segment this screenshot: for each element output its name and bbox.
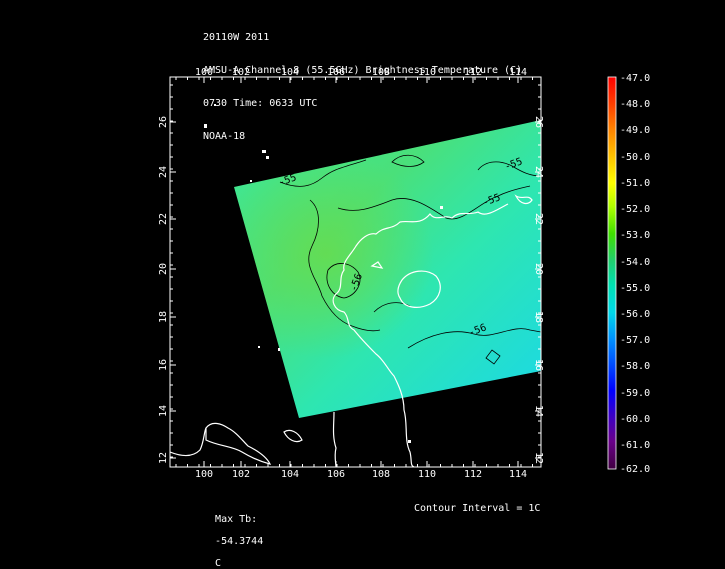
- max-tb-unit: C: [215, 558, 222, 569]
- lon-label-bottom-104: 104: [281, 469, 299, 480]
- colorbar-label-9: -56.0: [620, 309, 650, 320]
- coast-peninsula: [332, 411, 337, 467]
- colorbar-label-11: -58.0: [620, 361, 650, 372]
- lat-label-left-24: 24: [158, 166, 169, 178]
- lat-label-right-20: 20: [533, 263, 544, 275]
- coast-southwest: [205, 422, 272, 465]
- contour-56-box: [485, 349, 501, 365]
- lat-label-left-12: 12: [158, 452, 169, 464]
- contour-55-inner: [326, 263, 361, 299]
- lat-labels-left: 12 14 16 18 20 22 24 26: [158, 116, 169, 464]
- coast-gulf: [370, 261, 384, 269]
- lon-label-top-102: 102: [232, 67, 250, 78]
- colorbar-label-7: -54.0: [620, 257, 650, 268]
- colorbar-label-15: -62.0: [620, 464, 650, 475]
- contour-55-central: [308, 199, 381, 332]
- coast-mainland: [332, 203, 509, 467]
- lat-label-right-16: 16: [533, 359, 544, 371]
- contour-interval: Contour Interval = 1C: [414, 503, 541, 514]
- lat-label-right-12: 12: [533, 452, 544, 464]
- lat-label-right-14: 14: [533, 405, 544, 417]
- colorbar-label-1: -48.0: [620, 99, 650, 110]
- swath-layer: [170, 104, 541, 467]
- lon-label-bottom-100: 100: [195, 469, 213, 480]
- contour-55-ne: [477, 161, 541, 177]
- lon-label-bottom-106: 106: [327, 469, 345, 480]
- lon-label-top-110: 110: [418, 67, 436, 78]
- lat-label-left-22: 22: [158, 213, 169, 225]
- lon-label-bottom-110: 110: [418, 469, 436, 480]
- colorbar-label-3: -50.0: [620, 152, 650, 163]
- colorbar-label-5: -52.0: [620, 204, 650, 215]
- lat-label-right-22: 22: [533, 213, 544, 225]
- colorbar-label-0: -47.0: [620, 73, 650, 84]
- header-channel: AMSU-A Channel 8 (55.5GHz) Brightness Te…: [203, 65, 523, 76]
- colorbar-label-6: -53.0: [620, 230, 650, 241]
- coast-dots: [204, 104, 443, 443]
- colorbar-label-8: -55.0: [620, 283, 650, 294]
- lon-label-top-104: 104: [281, 67, 299, 78]
- lat-label-left-14: 14: [158, 405, 169, 417]
- lon-label-bottom-114: 114: [509, 469, 527, 480]
- contour-56-east: [407, 328, 541, 349]
- contour-55-west: [279, 159, 367, 187]
- contour-55-loop: [391, 154, 425, 167]
- coast-north-islands: [514, 194, 533, 205]
- lon-label-bottom-112: 112: [464, 469, 482, 480]
- lon-label-bottom-108: 108: [372, 469, 390, 480]
- lat-labels-right: 12 14 16 18 20 22 24 26: [533, 116, 544, 464]
- lat-label-left-26: 26: [158, 116, 169, 128]
- lat-label-left-16: 16: [158, 359, 169, 371]
- colorbar-label-12: -59.0: [620, 388, 650, 399]
- warm-region: [234, 120, 541, 418]
- hainan-island: [397, 270, 441, 308]
- max-tb-readout: Max Tb: -54.3744 C: [203, 503, 263, 569]
- contour-lines: [279, 154, 541, 365]
- lat-label-left-20: 20: [158, 263, 169, 275]
- lon-labels-bottom: 100 102 104 106 108 110 112 114: [195, 469, 527, 480]
- lon-label-top-100: 100: [195, 67, 213, 78]
- lon-label-top-106: 106: [327, 67, 345, 78]
- header-satellite: NOAA-18: [203, 131, 246, 142]
- chart-header: 20110W 2011 AMSU-A Channel 8 (55.5GHz) B…: [203, 10, 522, 153]
- lon-label-top-112: 112: [464, 67, 482, 78]
- max-tb-value: -54.3744: [215, 536, 264, 547]
- tick-marks: [170, 77, 541, 467]
- colorbar: [607, 76, 617, 470]
- island-small: [283, 429, 303, 443]
- lat-label-right-26: 26: [533, 116, 544, 128]
- colorbar-label-2: -49.0: [620, 125, 650, 136]
- lon-label-top-108: 108: [372, 67, 390, 78]
- colorbar-label-10: -57.0: [620, 335, 650, 346]
- lon-label-top-114: 114: [509, 67, 527, 78]
- colorbar-labels: -47.0 -48.0 -49.0 -50.0 -51.0 -52.0 -53.…: [620, 73, 650, 475]
- lon-labels-top: 100 102 104 106 108 110 112 114: [195, 67, 527, 78]
- contour-55-north: [337, 185, 531, 220]
- colorbar-label-4: -51.0: [620, 178, 650, 189]
- map-figure: -55 -55 -55 -56 -56 100 102 104 106 108 …: [158, 67, 650, 480]
- map-frame: [169, 76, 542, 468]
- colorbar-label-14: -61.0: [620, 440, 650, 451]
- lat-label-right-18: 18: [533, 311, 544, 323]
- lat-label-left-18: 18: [158, 311, 169, 323]
- max-tb-label: Max Tb:: [215, 514, 258, 525]
- header-time: 0730 Time: 0633 UTC: [203, 98, 318, 109]
- coast-west-lower: [170, 427, 207, 457]
- lat-label-right-24: 24: [533, 166, 544, 178]
- lon-label-bottom-102: 102: [232, 469, 250, 480]
- header-title: 20110W 2011: [203, 32, 270, 43]
- colorbar-label-13: -60.0: [620, 414, 650, 425]
